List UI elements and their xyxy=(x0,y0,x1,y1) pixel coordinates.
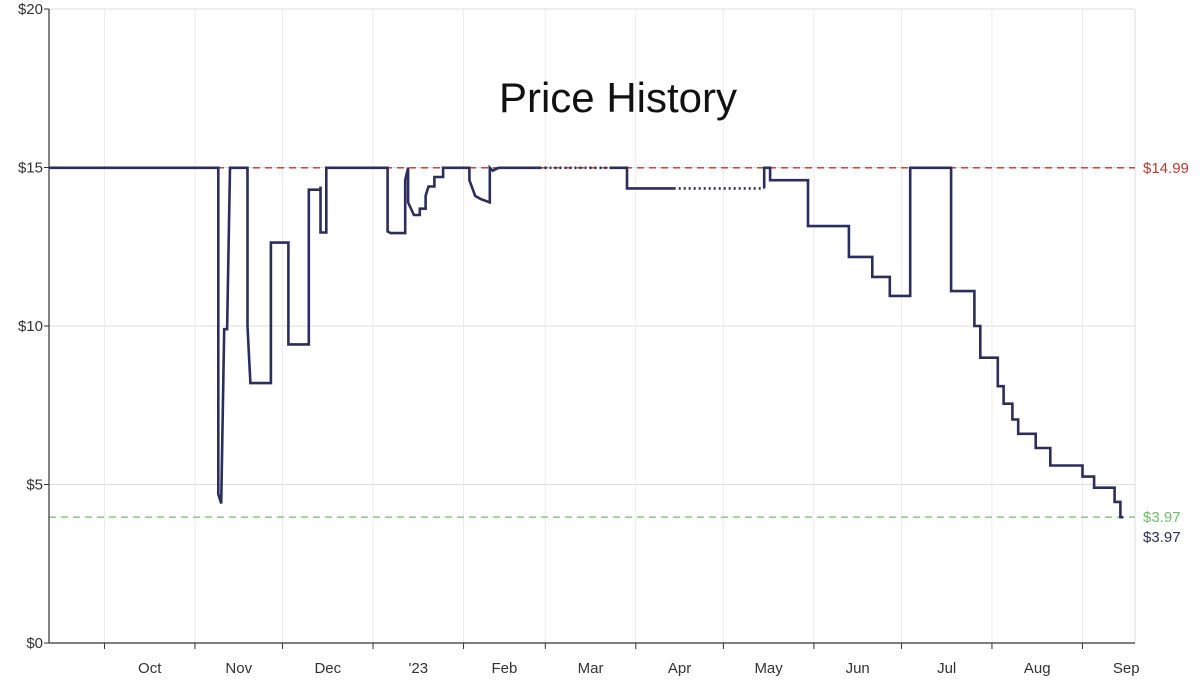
reference-lines xyxy=(49,167,1135,518)
x-tick-label: Jun xyxy=(846,660,870,677)
x-tick-label: Dec xyxy=(314,660,341,677)
chart-title: Price History xyxy=(499,74,737,121)
x-tick-label: '23 xyxy=(409,660,429,677)
tick-labels: $0 $5 $10 $15 $20 Oct Nov Dec '23 Feb Mar Apr May Jun… xyxy=(18,1,1189,677)
y-tick-label: $0 xyxy=(26,635,43,652)
x-tick-label: Mar xyxy=(578,660,604,677)
price-line-segment xyxy=(49,164,540,504)
x-tick-label: Jul xyxy=(937,660,956,677)
x-tick-label: Sep xyxy=(1113,660,1140,677)
x-tick-label: Apr xyxy=(668,660,691,677)
current-price-label: $3.97 xyxy=(1143,529,1181,546)
x-tick-label: Aug xyxy=(1024,660,1051,677)
price-series xyxy=(49,164,1124,519)
price-line-segment xyxy=(609,166,674,190)
reference-line-label: $3.97 xyxy=(1143,509,1181,526)
reference-line-label: $14.99 xyxy=(1143,160,1189,177)
x-tick-label: May xyxy=(754,660,783,677)
price-line-segment xyxy=(762,166,1124,519)
chart-grid xyxy=(49,8,1136,644)
y-tick-label: $15 xyxy=(18,160,43,177)
y-tick-label: $5 xyxy=(26,477,43,494)
y-tick-label: $20 xyxy=(18,1,43,18)
x-tick-label: Nov xyxy=(225,660,252,677)
y-tick-label: $10 xyxy=(18,318,43,335)
x-tick-label: Oct xyxy=(138,660,162,677)
chart-axes xyxy=(44,8,1135,649)
x-tick-label: Feb xyxy=(491,660,517,677)
